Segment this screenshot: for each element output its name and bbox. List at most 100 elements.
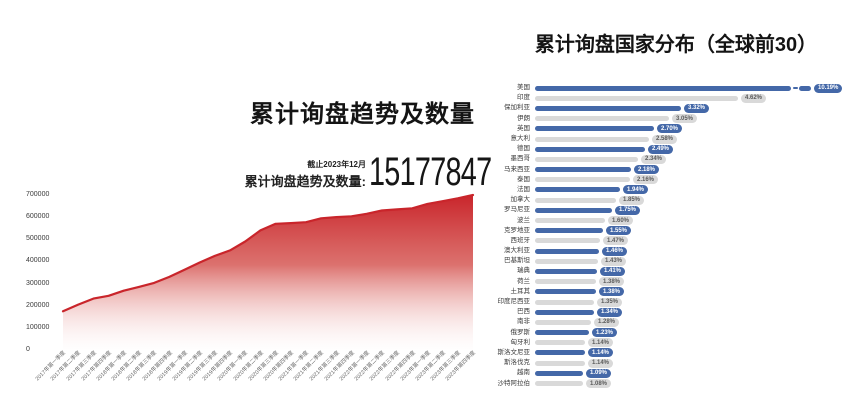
- value-badge: 1.14%: [588, 348, 614, 358]
- value-badge: 1.08%: [586, 379, 612, 389]
- value-badge: 2.34%: [641, 154, 667, 164]
- country-label: 荷兰: [517, 277, 530, 285]
- value-badge: 3.32%: [684, 103, 710, 113]
- bar-row: 巴基斯坦 1.43%: [488, 256, 852, 266]
- bar: [535, 187, 620, 193]
- bar: [535, 146, 645, 152]
- bar: [535, 156, 638, 162]
- country-label: 匈牙利: [510, 338, 531, 346]
- country-label: 美国: [517, 84, 530, 92]
- bar-row: 匈牙利 1.14%: [488, 338, 852, 348]
- country-label: 德国: [517, 145, 530, 153]
- country-label: 罗马尼亚: [504, 206, 530, 214]
- country-label: 西班牙: [510, 236, 531, 244]
- bar: [535, 309, 594, 315]
- bar-row: 巴西 1.34%: [488, 307, 852, 317]
- country-label: 马来西亚: [504, 165, 530, 173]
- bar: [535, 289, 596, 295]
- country-label: 保加利亚: [504, 104, 530, 112]
- bar: [535, 279, 596, 285]
- bar-row: 印度尼西亚 1.35%: [488, 297, 852, 307]
- country-label: 瑞典: [517, 267, 530, 275]
- y-axis-tick-label: 0: [26, 346, 30, 353]
- value-badge: 1.14%: [588, 338, 614, 348]
- bar: [535, 105, 681, 111]
- bar: [535, 116, 669, 122]
- bar: [535, 95, 738, 101]
- axis-break: [791, 86, 799, 91]
- y-axis-tick-label: 100000: [26, 323, 50, 331]
- y-axis-tick-label: 500000: [26, 235, 50, 243]
- trend-line: [61, 193, 475, 313]
- bar: [535, 340, 585, 346]
- value-badge: 1.60%: [608, 216, 634, 226]
- value-badge: 1.35%: [597, 297, 623, 307]
- country-label: 南非: [517, 318, 530, 326]
- bar: [535, 268, 597, 274]
- country-label: 印度: [517, 94, 530, 102]
- bar-row: 越南 1.09%: [488, 368, 852, 378]
- bar-row: 沙特阿拉伯 1.08%: [488, 378, 852, 389]
- value-badge: 1.47%: [603, 236, 629, 246]
- country-label: 英国: [517, 124, 530, 132]
- bar: [535, 381, 583, 387]
- bar-row: 克罗地亚 1.55%: [488, 226, 852, 236]
- bar: [799, 85, 811, 91]
- country-label: 巴西: [517, 308, 530, 316]
- area-fill: [63, 195, 473, 350]
- country-label: 斯洛文尼亚: [497, 348, 531, 356]
- country-chart-title: 累计询盘国家分布（全球前30）: [534, 34, 818, 56]
- y-axis-tick-label: 300000: [26, 279, 50, 287]
- bar: [535, 248, 599, 254]
- country-label: 泰国: [517, 175, 530, 183]
- country-label: 越南: [517, 369, 530, 377]
- value-badge: 1.09%: [586, 368, 612, 378]
- bar: [535, 126, 654, 132]
- bar: [535, 330, 589, 336]
- value-badge: 1.46%: [602, 246, 628, 256]
- y-axis-tick-label: 200000: [26, 301, 50, 309]
- bar: [535, 238, 600, 244]
- bar-row: 南非 1.28%: [488, 317, 852, 327]
- bar: [535, 177, 630, 183]
- value-badge: 1.75%: [615, 205, 641, 215]
- value-badge: 1.85%: [619, 195, 645, 205]
- bar-row: 墨西哥 2.34%: [488, 154, 852, 164]
- value-badge: 3.05%: [672, 114, 698, 124]
- value-badge: 1.23%: [592, 328, 618, 338]
- value-badge: 2.18%: [634, 165, 660, 175]
- bar-row: 马来西亚 2.18%: [488, 165, 852, 175]
- y-axis-tick-label: 400000: [26, 257, 50, 265]
- bar-row: 印度 4.62%: [488, 93, 852, 103]
- country-label: 澳大利亚: [504, 247, 530, 255]
- value-badge: 1.28%: [594, 317, 620, 327]
- bar: [535, 258, 598, 264]
- country-label: 巴基斯坦: [504, 257, 530, 265]
- axis-break-dash: [792, 87, 798, 89]
- value-badge: 1.94%: [623, 185, 649, 195]
- bar: [535, 350, 585, 356]
- bar: [535, 197, 616, 203]
- bar-row: 加拿大 1.85%: [488, 195, 852, 205]
- country-label: 土耳其: [510, 287, 531, 295]
- bar-row: 瑞典 1.41%: [488, 266, 852, 276]
- bar-row: 荷兰 1.38%: [488, 277, 852, 287]
- bar-row: 罗马尼亚 1.75%: [488, 205, 852, 215]
- bar-row: 斯洛文尼亚 1.14%: [488, 348, 852, 358]
- value-badge: 10.19%: [814, 83, 843, 93]
- total-count-label: 累计询盘趋势及数量:: [244, 174, 366, 189]
- value-badge: 2.70%: [657, 124, 683, 134]
- country-label: 沙特阿拉伯: [497, 379, 531, 387]
- trend-chart-title: 累计询盘趋势及数量: [250, 101, 475, 128]
- bar-row: 美国 10.19%: [488, 83, 852, 93]
- country-label: 法国: [517, 185, 530, 193]
- value-badge: 1.38%: [599, 287, 625, 297]
- value-badge: 2.58%: [652, 134, 678, 144]
- bar-row: 意大利 2.58%: [488, 134, 852, 144]
- country-bar-chart: 美国 10.19% 印度 4.62% 保加利亚 3.32% 伊朗 3.05% 英国 2.70% 意大…: [488, 83, 852, 389]
- bar: [535, 370, 583, 376]
- bar: [535, 319, 591, 325]
- value-badge: 1.43%: [601, 256, 627, 266]
- country-label: 波兰: [517, 216, 530, 224]
